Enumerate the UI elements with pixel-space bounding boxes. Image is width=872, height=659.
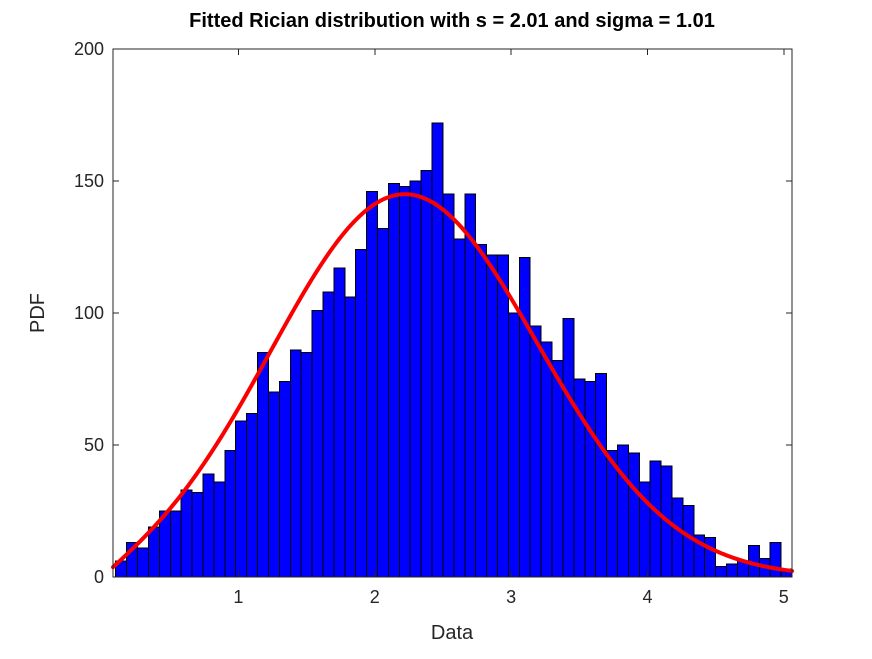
y-tick-label: 100 <box>74 303 104 323</box>
histogram-bar <box>377 228 389 578</box>
histogram-bar <box>398 185 411 578</box>
histogram-bar <box>584 381 597 578</box>
histogram-bar <box>769 542 782 578</box>
x-tick-labels: 1 2 3 4 5 <box>233 587 788 607</box>
fit-curve-line <box>111 192 794 573</box>
histogram-bar <box>235 420 248 578</box>
axes-box <box>112 48 793 578</box>
histogram-bar <box>529 325 542 578</box>
histogram-bar <box>333 267 346 578</box>
y-tick-label: 0 <box>94 567 104 587</box>
chart-title: Fitted Rician distribution with s = 2.01… <box>189 10 715 32</box>
x-tick-label: 5 <box>779 587 789 607</box>
x-tick-label: 2 <box>370 587 380 607</box>
x-tick-label: 1 <box>233 587 243 607</box>
histogram-bar <box>562 317 575 578</box>
histogram-bar <box>257 352 269 578</box>
histogram-bar <box>246 412 259 578</box>
histogram-bar <box>191 492 204 578</box>
y-tick-labels: 0 50 100 150 200 <box>74 39 104 587</box>
x-axis-label: Data <box>431 622 474 644</box>
histogram-bar <box>551 360 564 578</box>
histogram-bar <box>387 183 400 578</box>
histogram-bar <box>137 547 149 578</box>
y-axis-label: PDF <box>27 293 49 333</box>
histogram-bar <box>169 510 182 578</box>
histogram-bar <box>682 505 695 578</box>
histogram-bar <box>355 249 368 578</box>
histogram-bar <box>180 489 193 578</box>
histogram-bar <box>464 193 477 578</box>
histogram-bar <box>616 444 629 578</box>
histogram-bar <box>267 391 280 578</box>
histogram-bar <box>366 191 379 578</box>
histogram-bar <box>486 254 498 578</box>
histogram-bar <box>202 473 215 578</box>
x-tick-label: 4 <box>642 587 652 607</box>
histogram-bar <box>453 238 466 578</box>
histogram-bar <box>627 452 640 578</box>
histogram-bar <box>540 341 553 578</box>
histogram-bar <box>715 565 728 578</box>
histogram-bar <box>475 243 488 578</box>
histogram-bar <box>147 526 160 578</box>
histogram-bar <box>496 254 509 578</box>
histogram-bar <box>289 349 302 578</box>
histogram-bar <box>278 381 291 578</box>
histogram-bar <box>213 481 226 578</box>
histogram-bar <box>649 460 662 578</box>
histogram-bar <box>726 563 738 578</box>
x-tick-label: 3 <box>506 587 516 607</box>
histogram-bar <box>431 122 444 578</box>
histogram-bar <box>442 193 455 578</box>
histogram-bar <box>409 180 422 578</box>
histogram-bar <box>420 169 433 578</box>
y-tick-label: 50 <box>84 435 104 455</box>
histogram-bar <box>300 352 313 578</box>
histogram-bar <box>344 296 357 578</box>
histogram-bar <box>704 536 717 578</box>
histogram-bar <box>595 373 608 578</box>
histogram-bar <box>671 497 684 578</box>
y-tick-label: 150 <box>74 171 104 191</box>
histogram-bar <box>322 291 335 578</box>
histogram-bar <box>518 257 531 578</box>
histogram-bar <box>224 449 237 578</box>
histogram-bar <box>311 309 324 578</box>
histogram-bar <box>507 312 520 578</box>
y-tick-label: 200 <box>74 39 104 59</box>
histogram-bars <box>115 122 793 578</box>
